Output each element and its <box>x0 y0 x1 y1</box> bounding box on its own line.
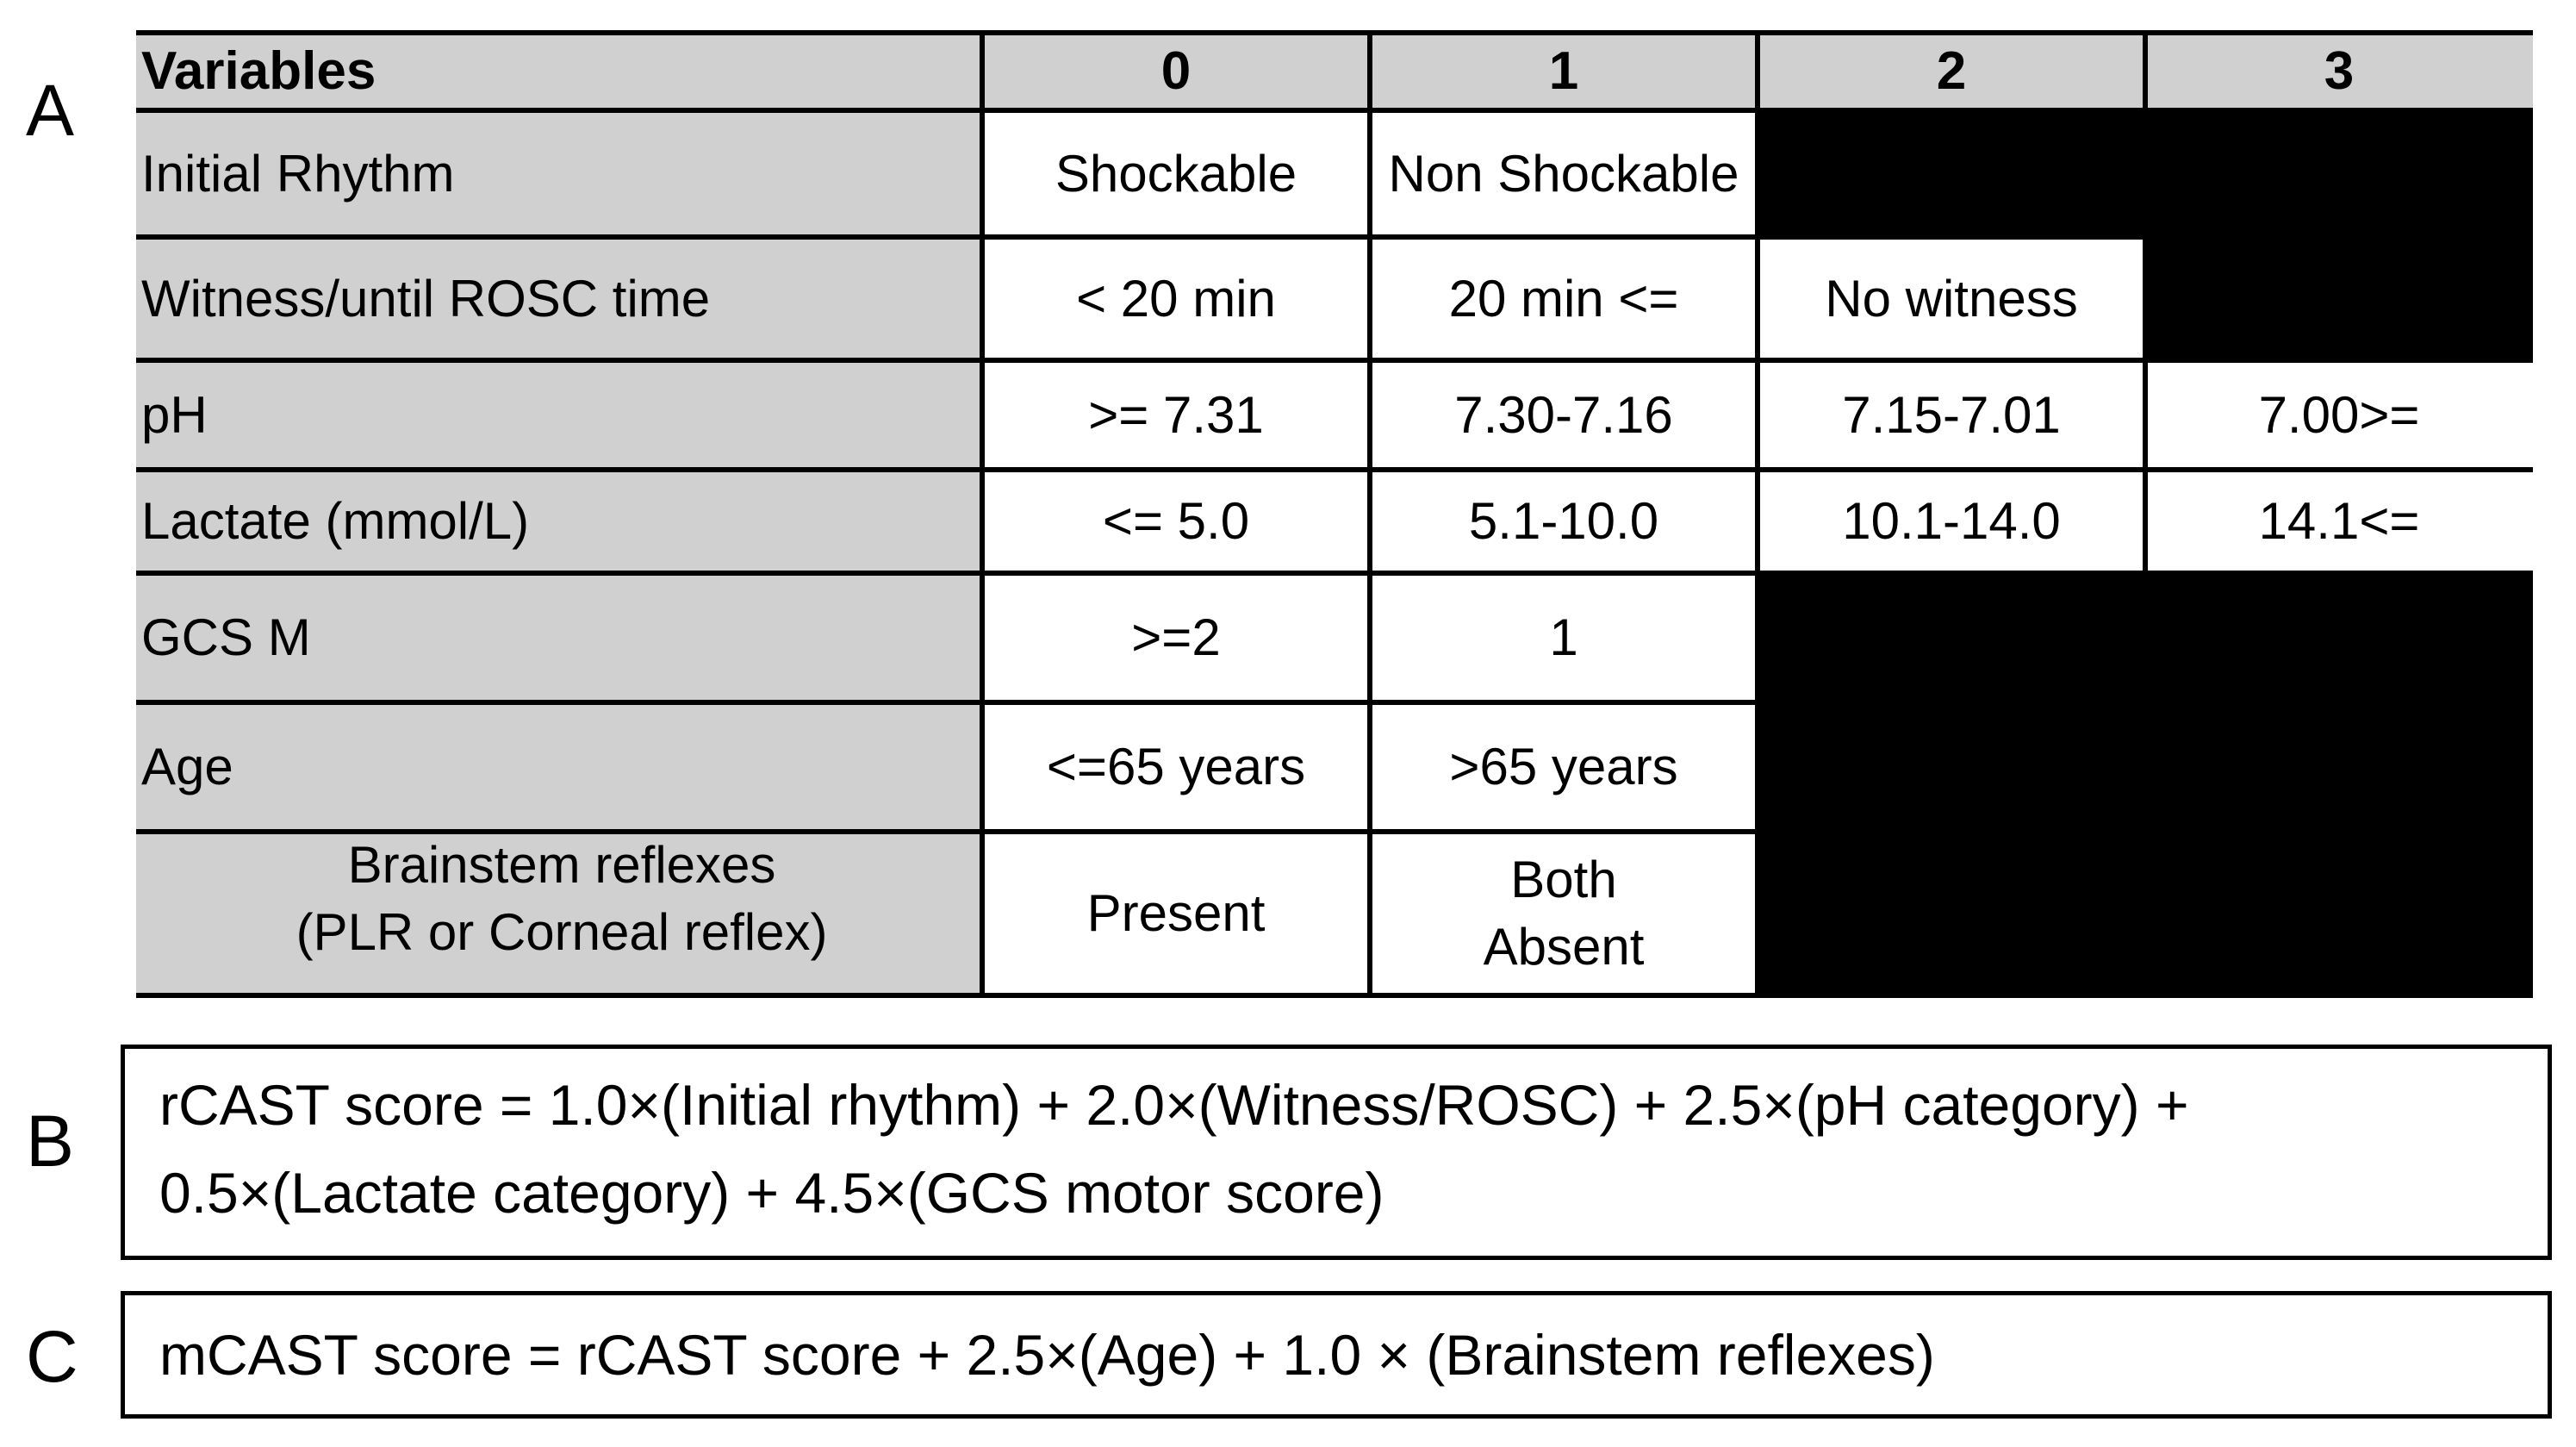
blank-cell <box>2145 573 2533 702</box>
rcast-formula-line-1: rCAST score = 1.0×(Initial rhythm) + 2.0… <box>159 1073 2189 1137</box>
header-variables: Variables <box>136 33 982 110</box>
table-cell: < 20 min <box>982 237 1370 360</box>
table-cell-text: 5.1-10.0 <box>1468 492 1659 550</box>
row-label: Age <box>136 702 982 832</box>
rcast-formula-line-2: 0.5×(Lactate category) + 4.5×(GCS motor … <box>159 1161 1384 1226</box>
rcast-formula-box: rCAST score = 1.0×(Initial rhythm) + 2.0… <box>121 1045 2552 1260</box>
table-cell: Shockable <box>982 110 1370 237</box>
blank-cell <box>1758 573 2145 702</box>
table-rule <box>136 829 2533 834</box>
panel-label-a: A <box>26 70 75 151</box>
mcast-formula-box: mCAST score = rCAST score + 2.5×(Age) + … <box>121 1291 2552 1419</box>
row-label: Witness/until ROSC time <box>136 237 982 360</box>
blank-cell <box>2145 237 2533 360</box>
blank-cell <box>2145 832 2533 995</box>
table-rule <box>136 700 2533 705</box>
blank-cell <box>1758 832 2145 995</box>
table-rule <box>136 30 2533 35</box>
header-score-2: 2 <box>1758 33 2145 110</box>
mcast-formula-line: mCAST score = rCAST score + 2.5×(Age) + … <box>159 1322 1935 1387</box>
table-cell: Non Shockable <box>1370 110 1758 237</box>
panel-label-c: C <box>26 1316 78 1397</box>
table-cell: Both Absent <box>1370 832 1758 995</box>
table-cell-text: <=65 years <box>1046 738 1306 795</box>
table-rule <box>980 33 985 995</box>
table-cell: Present <box>982 832 1370 995</box>
table-rule <box>136 571 2533 576</box>
table-cell: 10.1-14.0 <box>1758 470 2145 573</box>
header-score-1: 1 <box>1370 33 1758 110</box>
table-cell: 14.1<= <box>2145 470 2533 573</box>
blank-cell <box>2145 110 2533 237</box>
table-cell: <= 5.0 <box>982 470 1370 573</box>
table-rule <box>136 993 2533 998</box>
table-cell: >= 7.31 <box>982 360 1370 470</box>
table-rule <box>1367 33 1372 995</box>
blank-cell <box>1758 110 2145 237</box>
table-cell-text: 7.30-7.16 <box>1454 385 1673 444</box>
table-cell-text: Non Shockable <box>1388 144 1739 203</box>
blank-cell <box>2145 702 2533 832</box>
table-rule <box>136 467 2533 472</box>
header-score-0: 0 <box>982 33 1370 110</box>
row-label-text: Lactate (mmol/L) <box>141 492 530 550</box>
table-cell-text: <= 5.0 <box>1102 492 1250 550</box>
row-label: GCS M <box>136 573 982 702</box>
table-cell-text: 10.1-14.0 <box>1842 492 2061 550</box>
table-cell-text: 14.1<= <box>2258 492 2420 550</box>
header-score-3: 3 <box>2145 33 2533 110</box>
table-cell-text: 7.00>= <box>2258 385 2420 444</box>
table-cell: <=65 years <box>982 702 1370 832</box>
table-cell-text: >=2 <box>1131 608 1221 666</box>
panel-label-b: B <box>26 1101 75 1182</box>
row-label-text: Age <box>141 738 233 795</box>
table-cell-text: 1 <box>1549 608 1578 666</box>
table-rule <box>136 234 2533 240</box>
table-cell: 20 min <= <box>1370 237 1758 360</box>
table-rule <box>136 108 2533 113</box>
table-cell: >=2 <box>982 573 1370 702</box>
table-cell: No witness <box>1758 237 2145 360</box>
table-cell-text: < 20 min <box>1076 269 1276 327</box>
table-rule <box>136 358 2533 363</box>
row-label: Lactate (mmol/L) <box>136 470 982 573</box>
table-cell-text: Absent <box>1483 918 1645 976</box>
table-cell-text: >65 years <box>1449 738 1678 795</box>
table-cell-text: No witness <box>1825 269 2078 327</box>
row-label-text: Initial Rhythm <box>141 144 455 203</box>
table-cell-text: >= 7.31 <box>1088 385 1264 444</box>
blank-cell <box>1758 702 2145 832</box>
table-cell: 7.30-7.16 <box>1370 360 1758 470</box>
table-cell-text: 7.15-7.01 <box>1842 385 2061 444</box>
table-cell: 7.00>= <box>2145 360 2533 470</box>
row-label: pH <box>136 360 982 470</box>
row-label-text: GCS M <box>141 608 311 666</box>
row-label-text: Witness/until ROSC time <box>141 269 711 327</box>
row-label: Initial Rhythm <box>136 110 982 237</box>
row-label-text: Brainstem reflexes <box>347 836 776 894</box>
table-cell-text: Shockable <box>1055 144 1297 203</box>
row-label: Brainstem reflexes (PLR or Corneal reflex… <box>136 832 982 995</box>
row-label-text: pH <box>141 385 208 444</box>
table-cell: 1 <box>1370 573 1758 702</box>
table-cell-text: 20 min <= <box>1448 269 1679 327</box>
table-cell: 5.1-10.0 <box>1370 470 1758 573</box>
table-rule <box>2143 33 2148 995</box>
table-cell: >65 years <box>1370 702 1758 832</box>
table-rule <box>1755 33 1760 995</box>
row-label-text: (PLR or Corneal reflex) <box>296 903 828 961</box>
table-cell-text: Both <box>1510 851 1617 908</box>
table-cell-text: Present <box>1086 884 1266 942</box>
table-cell: 7.15-7.01 <box>1758 360 2145 470</box>
